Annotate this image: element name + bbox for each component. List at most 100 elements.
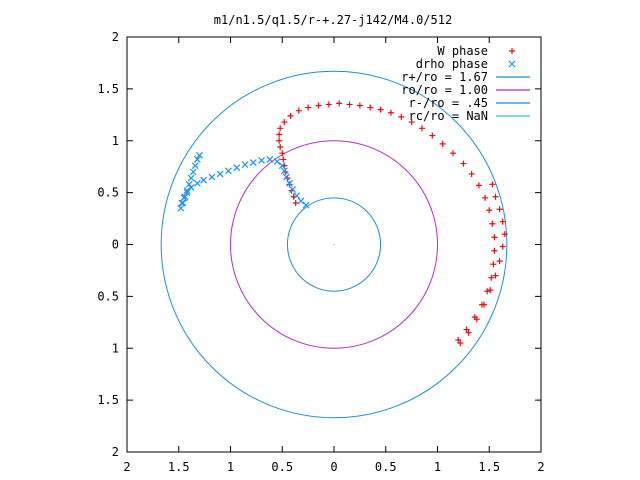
legend-label: drho phase — [416, 57, 488, 71]
circle-0 — [160, 70, 508, 419]
data-point — [183, 189, 191, 197]
data-point — [418, 125, 425, 132]
data-point — [292, 200, 299, 206]
data-point — [429, 132, 436, 139]
x-tick-label: 1 — [434, 460, 441, 474]
data-point — [279, 150, 286, 157]
data-point — [193, 156, 201, 163]
data-point — [501, 231, 508, 238]
data-point — [282, 173, 290, 181]
data-point — [295, 107, 302, 114]
data-point — [455, 336, 462, 343]
legend-label: rc/ro = NaN — [409, 109, 488, 123]
x-tick-label: 0 — [330, 460, 337, 474]
data-point — [490, 261, 497, 268]
ticks-layer: 2 1.5 1 0.5 0 0.5 1 1.5 221.510.500.511.52 — [97, 30, 544, 474]
data-point — [181, 193, 189, 201]
x-tick-label: 0.5 — [375, 460, 397, 474]
data-point — [465, 329, 472, 336]
series-0 — [276, 100, 508, 347]
data-point — [208, 173, 216, 181]
data-point — [315, 102, 322, 109]
data-point — [492, 272, 499, 279]
data-point — [482, 194, 489, 201]
data-point — [499, 243, 506, 250]
data-point — [179, 199, 187, 207]
data-point — [225, 167, 232, 175]
data-point — [293, 192, 301, 200]
legend-label: W phase — [437, 44, 488, 58]
data-point — [286, 181, 293, 188]
data-point — [463, 326, 470, 333]
data-point — [481, 301, 488, 308]
data-point — [277, 125, 284, 132]
data-point — [266, 156, 274, 163]
data-point — [450, 150, 457, 157]
data-point — [193, 179, 201, 187]
data-point — [280, 156, 287, 163]
data-point — [191, 162, 199, 170]
y-tick-label: 0 — [112, 238, 119, 252]
data-point — [387, 109, 394, 116]
data-point — [460, 160, 467, 167]
chart-title: m1/n1.5/q1.5/r-+.27-j142/M4.0/512 — [214, 13, 452, 27]
data-point — [187, 184, 195, 191]
data-point — [178, 199, 186, 207]
data-point — [258, 157, 265, 164]
data-point — [297, 197, 305, 205]
y-tick-label: 1 — [112, 341, 119, 355]
data-point — [499, 218, 506, 225]
data-point — [289, 186, 297, 193]
origin-dot — [333, 243, 335, 246]
data-point — [367, 104, 374, 111]
data-point — [286, 179, 293, 187]
y-tick-label: 2 — [112, 445, 119, 459]
data-point — [439, 140, 446, 147]
y-tick-label: 1 — [112, 134, 119, 148]
x-tick-label: 1.5 — [168, 460, 190, 474]
data-point — [280, 167, 288, 175]
x-tick-label: 2 — [537, 460, 544, 474]
legend-label: r-/ro = .45 — [409, 96, 488, 110]
data-point — [278, 162, 286, 170]
data-point — [408, 119, 415, 126]
data-point — [398, 113, 405, 120]
data-point — [287, 112, 294, 119]
data-point — [488, 274, 495, 281]
data-point — [473, 316, 480, 323]
data-point — [233, 164, 241, 172]
x-tick-label: 1 — [227, 460, 234, 474]
data-point — [496, 258, 503, 265]
data-point — [457, 340, 464, 347]
data-point — [276, 137, 283, 144]
y-tick-label: 1.5 — [97, 393, 119, 407]
data-point — [491, 247, 498, 254]
data-point — [336, 100, 343, 107]
series-layer — [177, 100, 508, 347]
data-point — [346, 101, 353, 108]
data-point — [487, 287, 494, 294]
data-point — [277, 143, 284, 150]
legend-marker — [509, 48, 515, 54]
legend-label: ro/ro = 1.00 — [401, 83, 488, 97]
data-point — [273, 158, 281, 165]
legend-marker — [508, 60, 516, 68]
data-point — [489, 220, 496, 227]
data-point — [484, 288, 491, 295]
data-point — [305, 104, 312, 111]
x-tick-label: 0.5 — [271, 460, 293, 474]
data-point — [241, 161, 249, 169]
legend-label: r+/ro = 1.67 — [401, 70, 488, 84]
data-point — [377, 106, 384, 113]
data-point — [200, 176, 208, 184]
data-point — [356, 102, 363, 109]
data-point — [216, 170, 224, 178]
data-point — [249, 159, 257, 166]
series-1 — [177, 151, 310, 212]
data-point — [185, 180, 193, 188]
data-point — [281, 119, 288, 126]
y-tick-label: 2 — [112, 30, 119, 44]
y-tick-label: 0.5 — [97, 186, 119, 200]
circle-2 — [286, 197, 382, 292]
